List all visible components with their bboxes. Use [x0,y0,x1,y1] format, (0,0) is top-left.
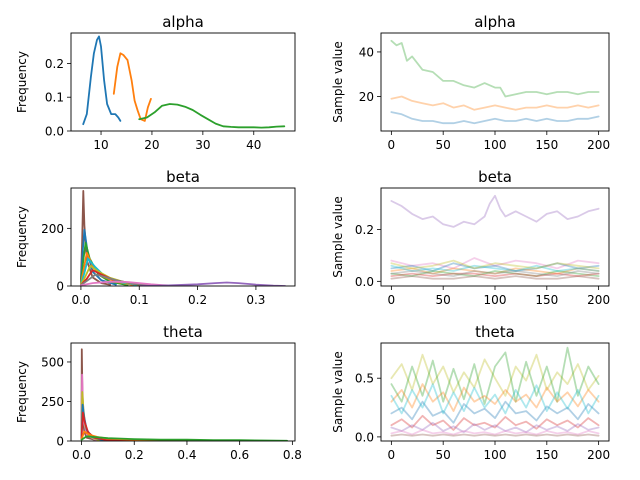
beta-kde-series-group [80,190,286,286]
theta-kde-x-tick-label-0: 0.0 [72,448,91,462]
alpha-trace-x-tick-label-2: 100 [484,138,507,152]
beta-trace-series-line-8 [390,259,600,270]
alpha-trace-x-tick-label-1: 50 [436,138,451,152]
beta-trace-x-tick-label-4: 200 [587,293,610,307]
theta-trace-x-tick-label-4: 200 [587,448,610,462]
beta-trace-y-tick-label-0: 0.0 [355,275,374,289]
alpha-kde-x-tick-label-3: 40 [246,138,261,152]
theta-trace-series-line-1 [390,346,600,405]
theta-kde-x-tick-label-4: 0.8 [283,448,302,462]
alpha-kde-y-tick-label-2: 0.2 [45,57,64,71]
theta-kde-x-tick-label-1: 0.2 [125,448,144,462]
alpha-trace-y-tick-label-0: 20 [359,90,374,104]
theta-trace-x-tick-label-3: 150 [535,448,558,462]
beta-kde-series-line-7 [80,273,158,286]
theta-kde-series-line-6 [80,435,288,441]
beta-trace-series-line-7 [390,275,600,280]
theta-trace-title: theta [475,323,515,341]
alpha-kde-y-axis-label: Frequency [15,51,29,113]
theta-trace-y-tick-label-1: 0.5 [355,372,374,386]
alpha-trace-series-line-0 [390,111,600,125]
beta-trace-series-line-3 [390,267,600,275]
theta-kde-series-line-4 [80,411,136,441]
beta-kde-y-tick-label-0: 0 [56,280,64,294]
beta-trace-series-line-1 [390,257,600,270]
alpha-trace-x-tick-label-4: 200 [587,138,610,152]
beta-kde-x-tick-label-3: 0.3 [246,293,265,307]
beta-kde-subplot: 0.0 0.1 0.2 0.3 0 200 beta Frequency [15,168,296,307]
theta-kde-axes-frame [70,342,296,442]
beta-trace-series-line-2 [390,262,600,272]
beta-kde-axes-frame [70,187,296,287]
theta-trace-series-line-3 [390,400,600,424]
theta-kde-x-tick-label-2: 0.4 [177,448,196,462]
beta-trace-series-line-6 [390,264,600,272]
theta-trace-x-tick-label-0: 0 [388,448,396,462]
beta-kde-x-tick-label-0: 0.0 [71,293,90,307]
theta-trace-series-line-6 [390,429,600,436]
beta-trace-series-line-4 [390,270,600,277]
theta-kde-x-tick-label-3: 0.6 [230,448,249,462]
alpha-trace-y-axis-label: Sample value [331,41,345,123]
beta-trace-series-line-5 [390,272,600,277]
alpha-trace-series-line-2 [390,39,600,98]
theta-trace-y-tick-label-0: 0.0 [355,430,374,444]
theta-trace-x-tick-label-2: 100 [484,448,507,462]
alpha-kde-x-tick-label-2: 30 [195,138,210,152]
alpha-kde-subplot: 10 20 30 40 0.0 0.1 0.2 alpha Frequency [15,13,296,152]
alpha-kde-y-tick-label-0: 0.0 [45,125,64,139]
theta-trace-series-line-8 [390,433,600,437]
beta-trace-x-tick-label-2: 100 [484,293,507,307]
alpha-kde-x-tick-label-0: 10 [93,138,108,152]
theta-trace-series-line-0 [390,353,600,397]
alpha-kde-y-tick-label-1: 0.1 [45,91,64,105]
theta-kde-y-axis-label: Frequency [15,361,29,423]
beta-kde-x-tick-label-2: 0.2 [188,293,207,307]
alpha-trace-subplot: 0 50 100 150 200 20 40 alpha Sample value [331,13,610,152]
beta-trace-series-line-9 [390,270,600,277]
theta-trace-x-tick-label-1: 50 [436,448,451,462]
theta-trace-series-line-2 [390,383,600,412]
theta-trace-series-line-7 [390,383,600,415]
alpha-trace-x-tick-label-3: 150 [535,138,558,152]
theta-kde-series-group [80,348,288,441]
beta-trace-series-line-0 [390,194,600,228]
theta-kde-y-tick-label-1: 250 [41,395,64,409]
beta-trace-y-tick-label-1: 0.2 [355,223,374,237]
theta-kde-subplot: 0.0 0.2 0.4 0.6 0.8 0 250 500 theta Frequency [15,323,302,462]
theta-trace-subplot: 0 50 100 150 200 0.0 0.5 theta Sample value [331,323,610,462]
beta-kde-series-line-9 [138,281,286,286]
beta-trace-x-tick-label-3: 150 [535,293,558,307]
beta-kde-y-tick-label-1: 200 [41,222,64,236]
beta-kde-y-axis-label: Frequency [15,206,29,268]
theta-trace-y-axis-label: Sample value [331,351,345,433]
beta-trace-x-tick-label-0: 0 [388,293,396,307]
theta-kde-title: theta [163,323,203,341]
beta-trace-series-group [390,194,600,280]
beta-kde-x-tick-label-1: 0.1 [130,293,149,307]
beta-kde-title: beta [166,168,200,186]
beta-trace-y-axis-label: Sample value [331,196,345,278]
alpha-kde-series-line-0 [82,35,122,126]
theta-trace-series-line-5 [390,421,600,434]
theta-kde-y-tick-label-0: 0 [56,435,64,449]
alpha-trace-x-tick-label-0: 0 [388,138,396,152]
beta-trace-title: beta [478,168,512,186]
beta-trace-subplot: 0 50 100 150 200 0.0 0.2 beta Sample value [331,168,610,307]
alpha-kde-series-line-2 [138,103,286,129]
alpha-kde-axes-frame [70,32,296,132]
alpha-trace-series-line-1 [390,95,600,111]
alpha-kde-title: alpha [162,13,204,31]
alpha-trace-series-group [390,39,600,125]
alpha-kde-x-tick-label-1: 20 [144,138,159,152]
alpha-kde-series-group [82,35,286,129]
theta-trace-series-line-4 [390,414,600,431]
beta-trace-x-tick-label-1: 50 [436,293,451,307]
theta-trace-series-group [390,346,600,437]
theta-kde-y-tick-label-2: 500 [41,355,64,369]
alpha-trace-y-tick-label-1: 40 [359,45,374,59]
alpha-trace-title: alpha [474,13,516,31]
